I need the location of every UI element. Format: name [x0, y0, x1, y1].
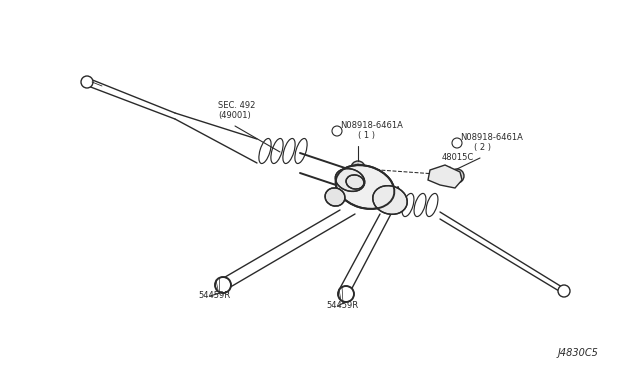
Circle shape [215, 277, 231, 293]
Ellipse shape [346, 175, 364, 189]
Ellipse shape [325, 188, 345, 206]
Circle shape [450, 169, 464, 183]
Circle shape [453, 172, 461, 180]
Text: (49001): (49001) [218, 111, 251, 120]
Text: N08918-6461A: N08918-6461A [460, 133, 523, 142]
Text: 54459R: 54459R [326, 301, 358, 310]
Text: J4830C5: J4830C5 [557, 348, 598, 358]
Text: N08918-6461A: N08918-6461A [340, 121, 403, 130]
Text: 54459R: 54459R [198, 291, 230, 300]
Polygon shape [428, 165, 462, 188]
Text: SEC. 492: SEC. 492 [218, 101, 255, 110]
Text: ( 2 ): ( 2 ) [474, 143, 491, 152]
Circle shape [558, 285, 570, 297]
Circle shape [351, 161, 365, 175]
Circle shape [81, 76, 93, 88]
Text: 48015C: 48015C [442, 153, 474, 162]
Ellipse shape [335, 169, 365, 192]
Ellipse shape [335, 165, 394, 209]
Text: ( 1 ): ( 1 ) [358, 131, 375, 140]
Circle shape [338, 286, 354, 302]
Ellipse shape [372, 186, 407, 214]
Circle shape [354, 164, 362, 172]
